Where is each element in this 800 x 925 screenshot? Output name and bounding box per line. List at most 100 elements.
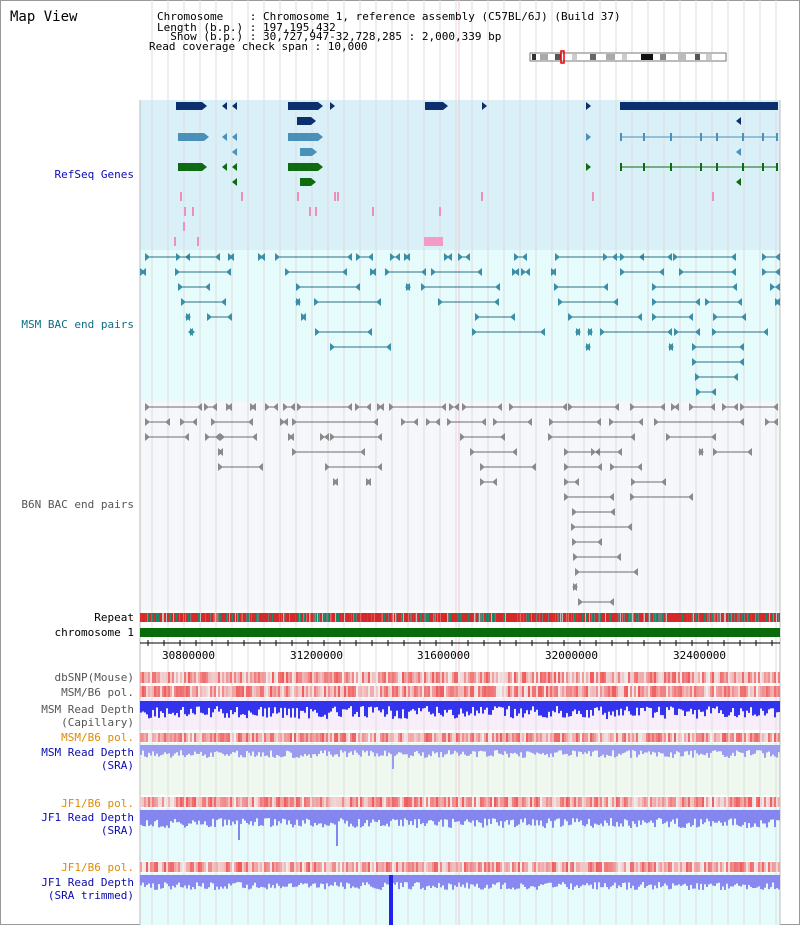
polymorphism-cell (518, 672, 520, 683)
depth-bar (472, 701, 474, 707)
repeat-stripe (604, 613, 605, 622)
depth-bar (290, 810, 292, 825)
repeat-stripe (275, 613, 276, 622)
polymorphism-cell (614, 672, 616, 683)
depth-bar (414, 701, 416, 711)
track-label-msm-pol[interactable]: MSM/B6 pol. (61, 686, 134, 699)
depth-bar (458, 875, 460, 883)
repeat-stripe (510, 613, 511, 622)
track-label-msm-pol-2[interactable]: MSM/B6 pol. (61, 731, 134, 744)
track-label-b6n-bac[interactable]: B6N BAC end pairs (21, 498, 134, 511)
polymorphism-cell (438, 862, 440, 872)
track-label-jf1-depth[interactable]: JF1 Read Depth (41, 811, 134, 824)
track-label-chromosome[interactable]: chromosome 1 (54, 626, 134, 639)
polymorphism-cell (532, 862, 534, 872)
bac-end-marker (500, 433, 505, 441)
repeat-stripe (217, 613, 218, 622)
depth-bar (432, 745, 434, 752)
polymorphism-cell (242, 797, 244, 807)
polymorphism-cell (630, 733, 632, 742)
polymorphism-cell (482, 733, 484, 742)
track-label-msm-bac[interactable]: MSM BAC end pairs (21, 318, 134, 331)
repeat-stripe (638, 613, 639, 622)
polymorphism-cell (564, 862, 566, 872)
polymorphism-cell (774, 797, 776, 807)
track-label-jf1-pol-2[interactable]: JF1/B6 pol. (61, 861, 134, 874)
repeat-stripe (474, 613, 475, 622)
gene-exon (670, 133, 672, 141)
polymorphism-cell (188, 797, 190, 807)
depth-bar (678, 875, 680, 885)
polymorphism-cell (330, 862, 332, 872)
repeat-stripe (402, 613, 403, 622)
polymorphism-cell (314, 797, 316, 807)
track-label-jf1-depth-trim[interactable]: JF1 Read Depth (41, 876, 134, 889)
depth-bar (320, 875, 322, 884)
track-label-repeat[interactable]: Repeat (94, 611, 134, 624)
track-label-msm-depth-cap[interactable]: MSM Read Depth (41, 703, 134, 716)
polymorphism-cell (470, 672, 472, 683)
depth-bar (748, 810, 750, 824)
polymorphism-cell (664, 686, 666, 697)
depth-bar (298, 810, 300, 826)
polymorphism-cell (582, 862, 584, 872)
polymorphism-cell (354, 797, 356, 807)
depth-bar (772, 875, 774, 883)
polymorphism-cell (208, 862, 210, 872)
depth-bar (498, 745, 500, 754)
repeat-stripe (687, 613, 688, 622)
depth-bar (184, 875, 186, 886)
depth-bar (446, 745, 448, 754)
track-label-msm-depth-sra[interactable]: MSM Read Depth (41, 746, 134, 759)
depth-bar (654, 810, 656, 828)
depth-bar (230, 810, 232, 826)
depth-bar (226, 810, 228, 826)
depth-bar (748, 875, 750, 885)
polymorphism-cell (652, 733, 654, 742)
repeat-stripe (280, 613, 281, 622)
polymorphism-cell (222, 797, 224, 807)
depth-bar (722, 875, 724, 887)
depth-bar (742, 875, 744, 885)
depth-bar (720, 745, 722, 752)
repeat-stripe (678, 613, 679, 622)
polymorphism-cell (316, 686, 318, 697)
repeat-stripe (733, 613, 734, 622)
polymorphism-cell (542, 797, 544, 807)
repeat-stripe (727, 613, 728, 622)
depth-bar (576, 875, 578, 886)
repeat-stripe (191, 613, 192, 622)
polymorphism-cell (388, 686, 390, 697)
depth-bar (640, 745, 642, 751)
depth-bar (466, 810, 468, 820)
track-label-refseq[interactable]: RefSeq Genes (54, 168, 134, 181)
depth-bar (340, 875, 342, 883)
track-label-jf1-pol[interactable]: JF1/B6 pol. (61, 797, 134, 810)
depth-bar (322, 745, 324, 754)
repeat-stripe (763, 613, 764, 622)
depth-bar (776, 745, 778, 758)
depth-bar (294, 810, 296, 825)
polymorphism-cell (296, 862, 298, 872)
repeat-stripe (605, 613, 606, 622)
depth-bar (428, 701, 430, 712)
track-label-dbsnp[interactable]: dbSNP(Mouse) (54, 671, 134, 684)
polymorphism-cell (694, 672, 696, 683)
depth-bar (180, 701, 182, 710)
polymorphism-cell (202, 733, 204, 742)
depth-bar (484, 810, 486, 819)
polymorphism-cell (422, 733, 424, 742)
repeat-stripe (269, 613, 270, 622)
polymorphism-cell (558, 733, 560, 742)
track-label-msm-depth-cap-sub: (Capillary) (61, 716, 134, 729)
bac-end-marker (770, 283, 775, 291)
depth-bar (596, 745, 598, 751)
polymorphism-cell (364, 672, 366, 683)
polymorphism-cell (658, 797, 660, 807)
polymorphism-cell (462, 862, 464, 872)
polymorphism-cell (546, 672, 548, 683)
polymorphism-cell (774, 672, 776, 683)
repeat-stripe (693, 613, 694, 622)
polymorphism-cell (342, 672, 344, 683)
